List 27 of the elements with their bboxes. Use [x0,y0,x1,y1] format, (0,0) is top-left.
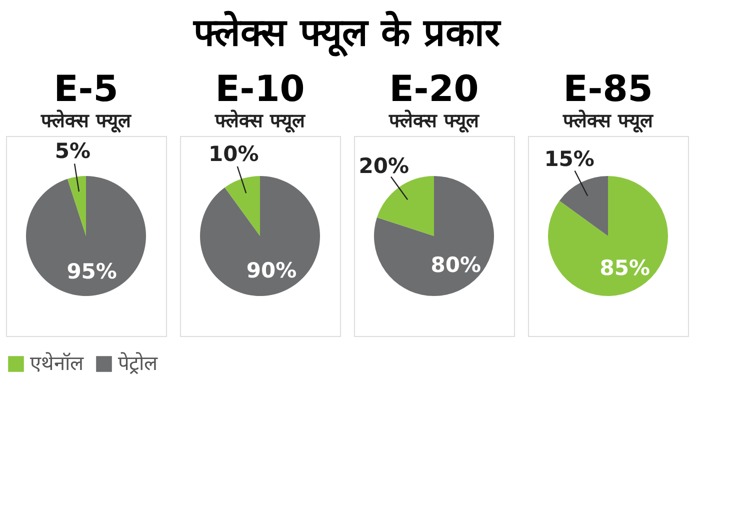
pie-slice [559,176,608,236]
data-label: 85% [600,256,650,280]
pie-slice [374,176,494,296]
pie-slice [224,176,260,236]
chart-subtitle: फ्लेक्स फ्यूल [214,109,306,133]
chart-subtitle: फ्लेक्स फ्यूल [388,109,480,133]
chart-subtitle: फ्लेक्स फ्यूल [562,109,654,133]
chart-subtitle: फ्लेक्स फ्यूल [40,109,132,133]
pie-slice [200,176,320,296]
pie-slice [376,176,434,236]
pie-slice [67,176,86,236]
pie-slice [26,176,146,296]
data-label: 20% [358,154,410,178]
chart-title: E-10 [215,69,305,110]
data-label: 95% [66,260,117,284]
legend-label: एथेनॉल [30,351,84,375]
pie-slice [548,176,668,296]
legend-label: पेट्रोल [118,351,158,375]
chart-title: E-20 [389,69,479,110]
data-label: 90% [246,258,297,282]
data-label: 10% [208,142,259,166]
data-label: 15% [544,147,594,172]
text: फ्लेक्स फ्यूल के प्रकार [192,10,502,58]
chart-title: E-5 [54,69,118,110]
data-label: 5% [54,138,90,163]
data-label: 80% [430,253,481,278]
chart-title: E-85 [563,69,653,110]
